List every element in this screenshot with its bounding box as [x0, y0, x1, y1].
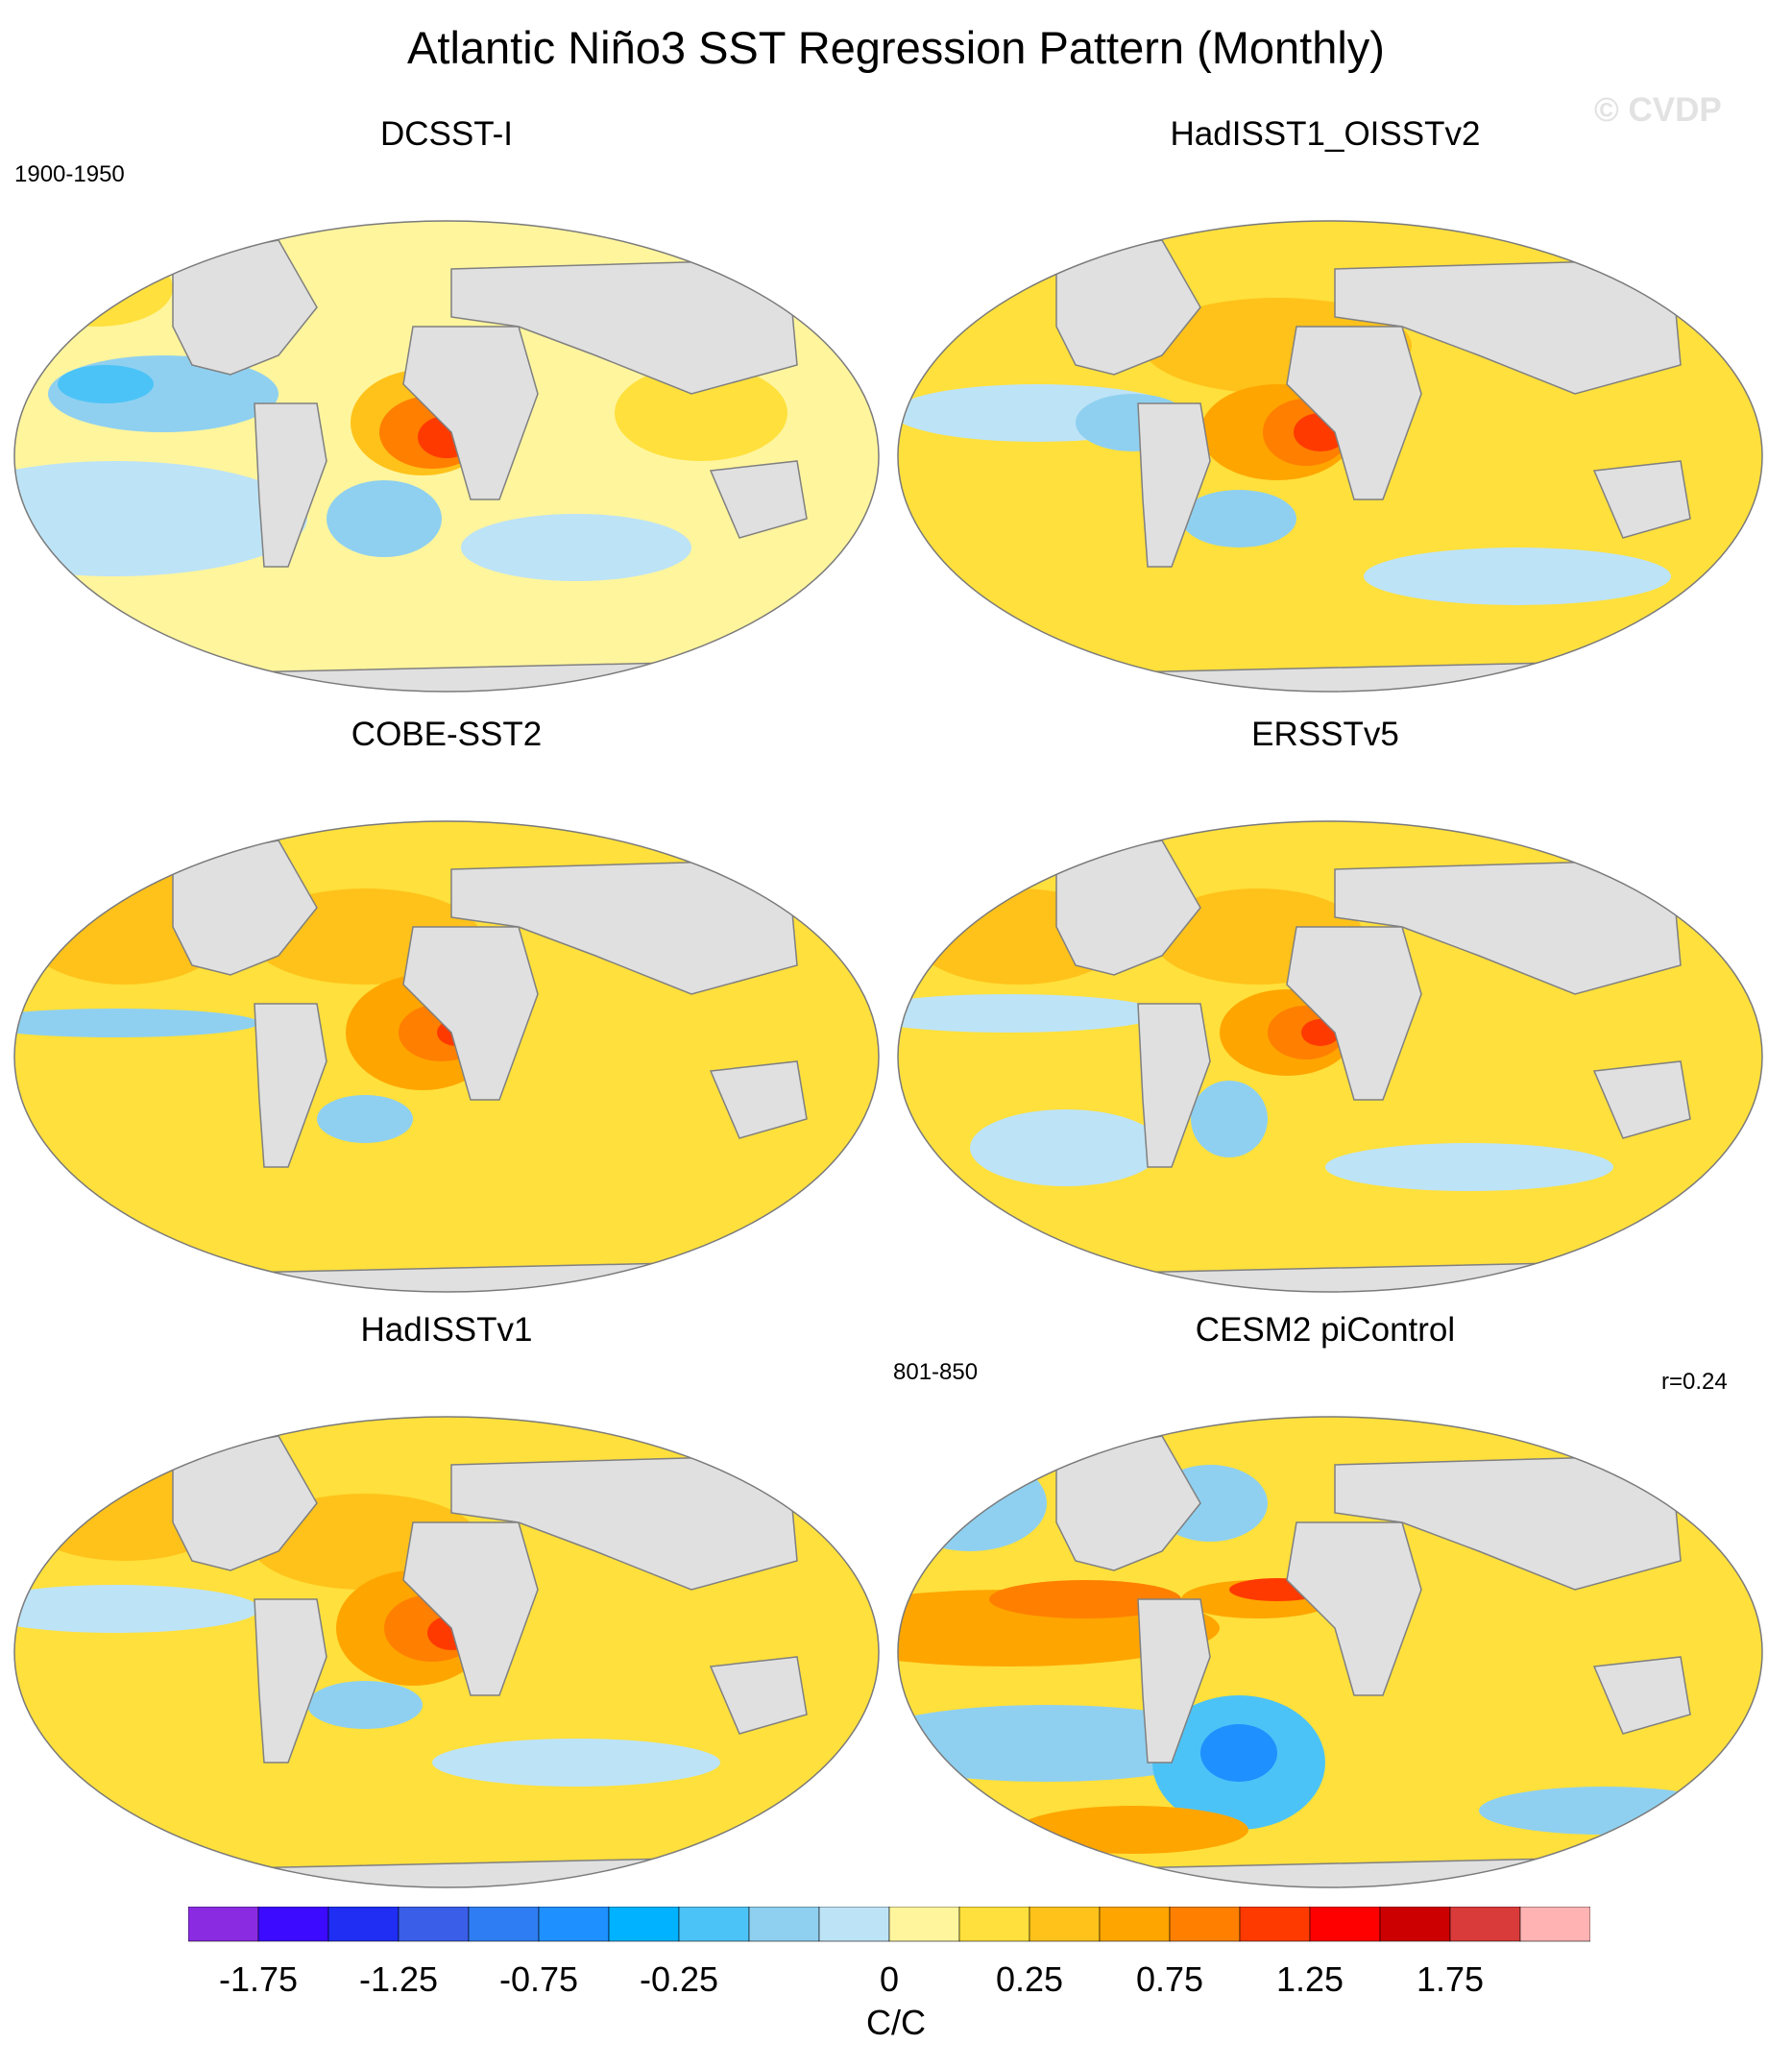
- colorbar-segment: [188, 1907, 259, 1942]
- map-ersstv5: [897, 820, 1763, 1293]
- map-panel-dcsst: DCSST-I 1900-1950: [0, 115, 880, 711]
- colorbar-segment: [1169, 1907, 1241, 1942]
- colorbar-segment: [1239, 1907, 1311, 1942]
- panel-title: DCSST-I: [379, 115, 514, 153]
- map-hadisstv1: [13, 1416, 880, 1888]
- colorbar-tick-label: 1.75: [1416, 1959, 1485, 1999]
- panel-title: CESM2 piControl: [1195, 1311, 1456, 1349]
- colorbar-segment: [818, 1907, 890, 1942]
- period-label: 1900-1950: [14, 161, 125, 187]
- cvdp-watermark: © CVDP: [1594, 91, 1722, 129]
- colorbar-segment: [538, 1907, 610, 1942]
- map-panel-ersstv5: ERSSTv5: [893, 716, 1763, 1311]
- figure-title: Atlantic Niño3 SST Regression Pattern (M…: [407, 22, 1385, 73]
- colorbar-segment: [1029, 1907, 1101, 1942]
- panel-title: HadISST1_OISSTv2: [1170, 115, 1481, 153]
- colorbar-segment: [398, 1907, 470, 1942]
- colorbar-tick-label: -0.25: [639, 1959, 719, 1999]
- colorbar-segment: [468, 1907, 540, 1942]
- panel-title: HadISSTv1: [360, 1311, 533, 1349]
- colorbar-tick-label: -1.75: [218, 1959, 299, 1999]
- map-panel-cesm2-picontrol: CESM2 piControl 801-850 r=0.24: [893, 1311, 1763, 1907]
- map-cobe-sst2: [13, 820, 880, 1293]
- panel-title: ERSSTv5: [1251, 716, 1399, 753]
- map-cesm2-picontrol: [897, 1416, 1763, 1888]
- pattern-correlation-label: r=0.24: [1661, 1369, 1728, 1395]
- panel-title: COBE-SST2: [351, 716, 543, 753]
- map-dcsst: [13, 220, 880, 693]
- map-panel-cobe-sst2: COBE-SST2: [0, 716, 880, 1311]
- colorbar-tick-label: 0.75: [1135, 1959, 1204, 1999]
- colorbar-segment: [1449, 1907, 1521, 1942]
- colorbar-segment: [1099, 1907, 1171, 1942]
- colorbar-segment: [327, 1907, 400, 1942]
- colorbar-segment: [608, 1907, 680, 1942]
- colorbar-tick-label: 0.25: [995, 1959, 1064, 1999]
- colorbar-tick-label: -1.25: [358, 1959, 439, 1999]
- colorbar-segment: [958, 1907, 1030, 1942]
- colorbar-segment: [748, 1907, 820, 1942]
- period-label: 801-850: [893, 1359, 979, 1385]
- map-hadisst1-oisstv2: [897, 220, 1763, 693]
- colorbar-segment: [1309, 1907, 1381, 1942]
- colorbar-tick-label: 0: [879, 1959, 900, 1999]
- colorbar-tick-label: 1.25: [1275, 1959, 1344, 1999]
- colorbar-units: C/C: [866, 2003, 926, 2042]
- colorbar-segment: [888, 1907, 960, 1942]
- map-panel-hadisst1-oisstv2: HadISST1_OISSTv2: [893, 115, 1763, 711]
- colorbar-segment: [1519, 1907, 1590, 1942]
- colorbar: [188, 1907, 1590, 1942]
- map-panel-hadisstv1: HadISSTv1: [0, 1311, 880, 1907]
- colorbar-segment: [257, 1907, 329, 1942]
- colorbar-segment: [678, 1907, 750, 1942]
- colorbar-segment: [1379, 1907, 1451, 1942]
- colorbar-tick-label: -0.75: [498, 1959, 579, 1999]
